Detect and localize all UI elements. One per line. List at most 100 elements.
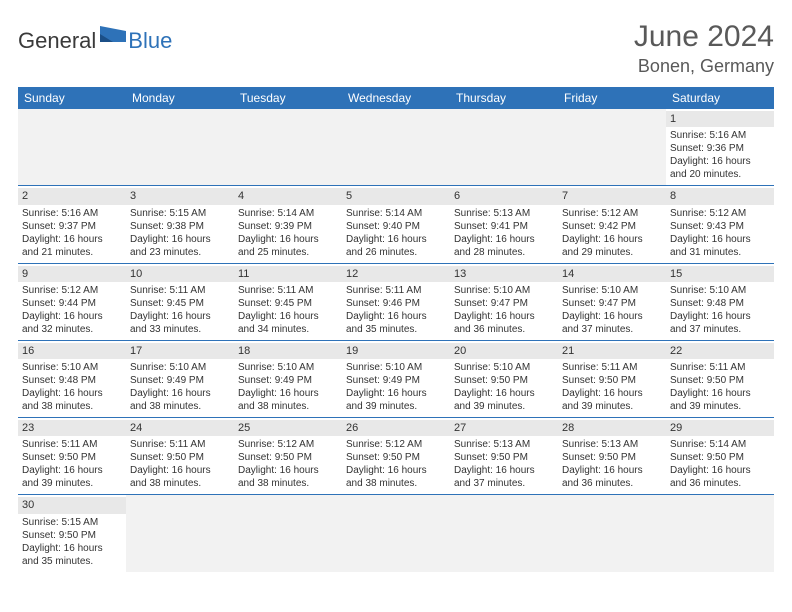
day-sunset: Sunset: 9:47 PM (454, 297, 554, 310)
day-d1: Daylight: 16 hours (346, 233, 446, 246)
day-d1: Daylight: 16 hours (670, 310, 770, 323)
day-number: 7 (558, 188, 666, 204)
day-sunrise: Sunrise: 5:16 AM (670, 129, 770, 142)
day-number: 14 (558, 266, 666, 282)
day-d2: and 31 minutes. (670, 246, 770, 259)
day-sunrise: Sunrise: 5:12 AM (346, 438, 446, 451)
location-label: Bonen, Germany (634, 56, 774, 77)
page-header: General Blue June 2024 Bonen, Germany (18, 20, 774, 77)
day-sunrise: Sunrise: 5:12 AM (238, 438, 338, 451)
day-number: 6 (450, 188, 558, 204)
day-sunrise: Sunrise: 5:13 AM (454, 207, 554, 220)
weeks-container: 1Sunrise: 5:16 AMSunset: 9:36 PMDaylight… (18, 109, 774, 572)
day-cell: 1Sunrise: 5:16 AMSunset: 9:36 PMDaylight… (666, 109, 774, 185)
day-sunrise: Sunrise: 5:15 AM (130, 207, 230, 220)
day-d2: and 35 minutes. (346, 323, 446, 336)
day-sunrise: Sunrise: 5:14 AM (238, 207, 338, 220)
day-number: 30 (18, 497, 126, 513)
day-sunset: Sunset: 9:50 PM (562, 451, 662, 464)
day-sunset: Sunset: 9:50 PM (670, 451, 770, 464)
month-title: June 2024 (634, 20, 774, 54)
day-sunset: Sunset: 9:50 PM (130, 451, 230, 464)
day-d1: Daylight: 16 hours (22, 542, 122, 555)
day-cell-empty (666, 495, 774, 571)
day-number: 12 (342, 266, 450, 282)
day-sunset: Sunset: 9:49 PM (238, 374, 338, 387)
day-cell: 19Sunrise: 5:10 AMSunset: 9:49 PMDayligh… (342, 341, 450, 417)
day-d2: and 29 minutes. (562, 246, 662, 259)
day-d1: Daylight: 16 hours (22, 310, 122, 323)
day-d2: and 39 minutes. (670, 400, 770, 413)
day-d1: Daylight: 16 hours (562, 233, 662, 246)
week-row: 23Sunrise: 5:11 AMSunset: 9:50 PMDayligh… (18, 418, 774, 495)
day-sunset: Sunset: 9:37 PM (22, 220, 122, 233)
day-number: 1 (666, 111, 774, 127)
calendar-page: General Blue June 2024 Bonen, Germany Su… (0, 0, 792, 592)
day-sunrise: Sunrise: 5:13 AM (454, 438, 554, 451)
day-sunset: Sunset: 9:39 PM (238, 220, 338, 233)
calendar-grid: SundayMondayTuesdayWednesdayThursdayFrid… (18, 87, 774, 572)
day-cell-empty (126, 495, 234, 571)
day-sunset: Sunset: 9:48 PM (22, 374, 122, 387)
day-cell: 6Sunrise: 5:13 AMSunset: 9:41 PMDaylight… (450, 186, 558, 262)
day-cell: 17Sunrise: 5:10 AMSunset: 9:49 PMDayligh… (126, 341, 234, 417)
day-number: 27 (450, 420, 558, 436)
day-d1: Daylight: 16 hours (562, 464, 662, 477)
day-cell: 4Sunrise: 5:14 AMSunset: 9:39 PMDaylight… (234, 186, 342, 262)
day-cell: 11Sunrise: 5:11 AMSunset: 9:45 PMDayligh… (234, 264, 342, 340)
weekday-header: Wednesday (342, 87, 450, 109)
weekday-header: Sunday (18, 87, 126, 109)
day-sunrise: Sunrise: 5:11 AM (130, 284, 230, 297)
day-d1: Daylight: 16 hours (454, 387, 554, 400)
day-d2: and 23 minutes. (130, 246, 230, 259)
logo: General Blue (18, 20, 172, 55)
day-d2: and 38 minutes. (22, 400, 122, 413)
day-cell: 25Sunrise: 5:12 AMSunset: 9:50 PMDayligh… (234, 418, 342, 494)
day-sunrise: Sunrise: 5:11 AM (562, 361, 662, 374)
weekday-header: Thursday (450, 87, 558, 109)
day-d1: Daylight: 16 hours (670, 387, 770, 400)
day-sunset: Sunset: 9:50 PM (22, 529, 122, 542)
day-number: 29 (666, 420, 774, 436)
day-d2: and 39 minutes. (562, 400, 662, 413)
day-cell: 20Sunrise: 5:10 AMSunset: 9:50 PMDayligh… (450, 341, 558, 417)
day-number: 9 (18, 266, 126, 282)
day-sunset: Sunset: 9:45 PM (130, 297, 230, 310)
day-sunrise: Sunrise: 5:12 AM (562, 207, 662, 220)
day-number: 3 (126, 188, 234, 204)
day-d2: and 37 minutes. (454, 477, 554, 490)
day-cell-empty (558, 109, 666, 185)
weekday-header: Tuesday (234, 87, 342, 109)
day-sunrise: Sunrise: 5:11 AM (670, 361, 770, 374)
week-row: 2Sunrise: 5:16 AMSunset: 9:37 PMDaylight… (18, 186, 774, 263)
day-sunrise: Sunrise: 5:11 AM (238, 284, 338, 297)
day-sunrise: Sunrise: 5:10 AM (238, 361, 338, 374)
day-d2: and 38 minutes. (238, 477, 338, 490)
day-sunset: Sunset: 9:50 PM (238, 451, 338, 464)
day-sunset: Sunset: 9:41 PM (454, 220, 554, 233)
day-d2: and 34 minutes. (238, 323, 338, 336)
day-d2: and 26 minutes. (346, 246, 446, 259)
day-d1: Daylight: 16 hours (130, 387, 230, 400)
weekday-header: Saturday (666, 87, 774, 109)
day-number: 11 (234, 266, 342, 282)
day-sunrise: Sunrise: 5:10 AM (454, 284, 554, 297)
day-number: 5 (342, 188, 450, 204)
day-d1: Daylight: 16 hours (130, 464, 230, 477)
weekday-header: Monday (126, 87, 234, 109)
day-d2: and 33 minutes. (130, 323, 230, 336)
day-d2: and 37 minutes. (562, 323, 662, 336)
day-cell: 29Sunrise: 5:14 AMSunset: 9:50 PMDayligh… (666, 418, 774, 494)
day-d2: and 25 minutes. (238, 246, 338, 259)
day-d2: and 39 minutes. (346, 400, 446, 413)
day-sunrise: Sunrise: 5:14 AM (670, 438, 770, 451)
day-cell: 24Sunrise: 5:11 AMSunset: 9:50 PMDayligh… (126, 418, 234, 494)
day-cell: 3Sunrise: 5:15 AMSunset: 9:38 PMDaylight… (126, 186, 234, 262)
day-sunrise: Sunrise: 5:15 AM (22, 516, 122, 529)
day-d2: and 36 minutes. (454, 323, 554, 336)
day-sunset: Sunset: 9:50 PM (22, 451, 122, 464)
day-d2: and 36 minutes. (670, 477, 770, 490)
day-sunrise: Sunrise: 5:10 AM (454, 361, 554, 374)
day-d2: and 36 minutes. (562, 477, 662, 490)
day-sunset: Sunset: 9:47 PM (562, 297, 662, 310)
